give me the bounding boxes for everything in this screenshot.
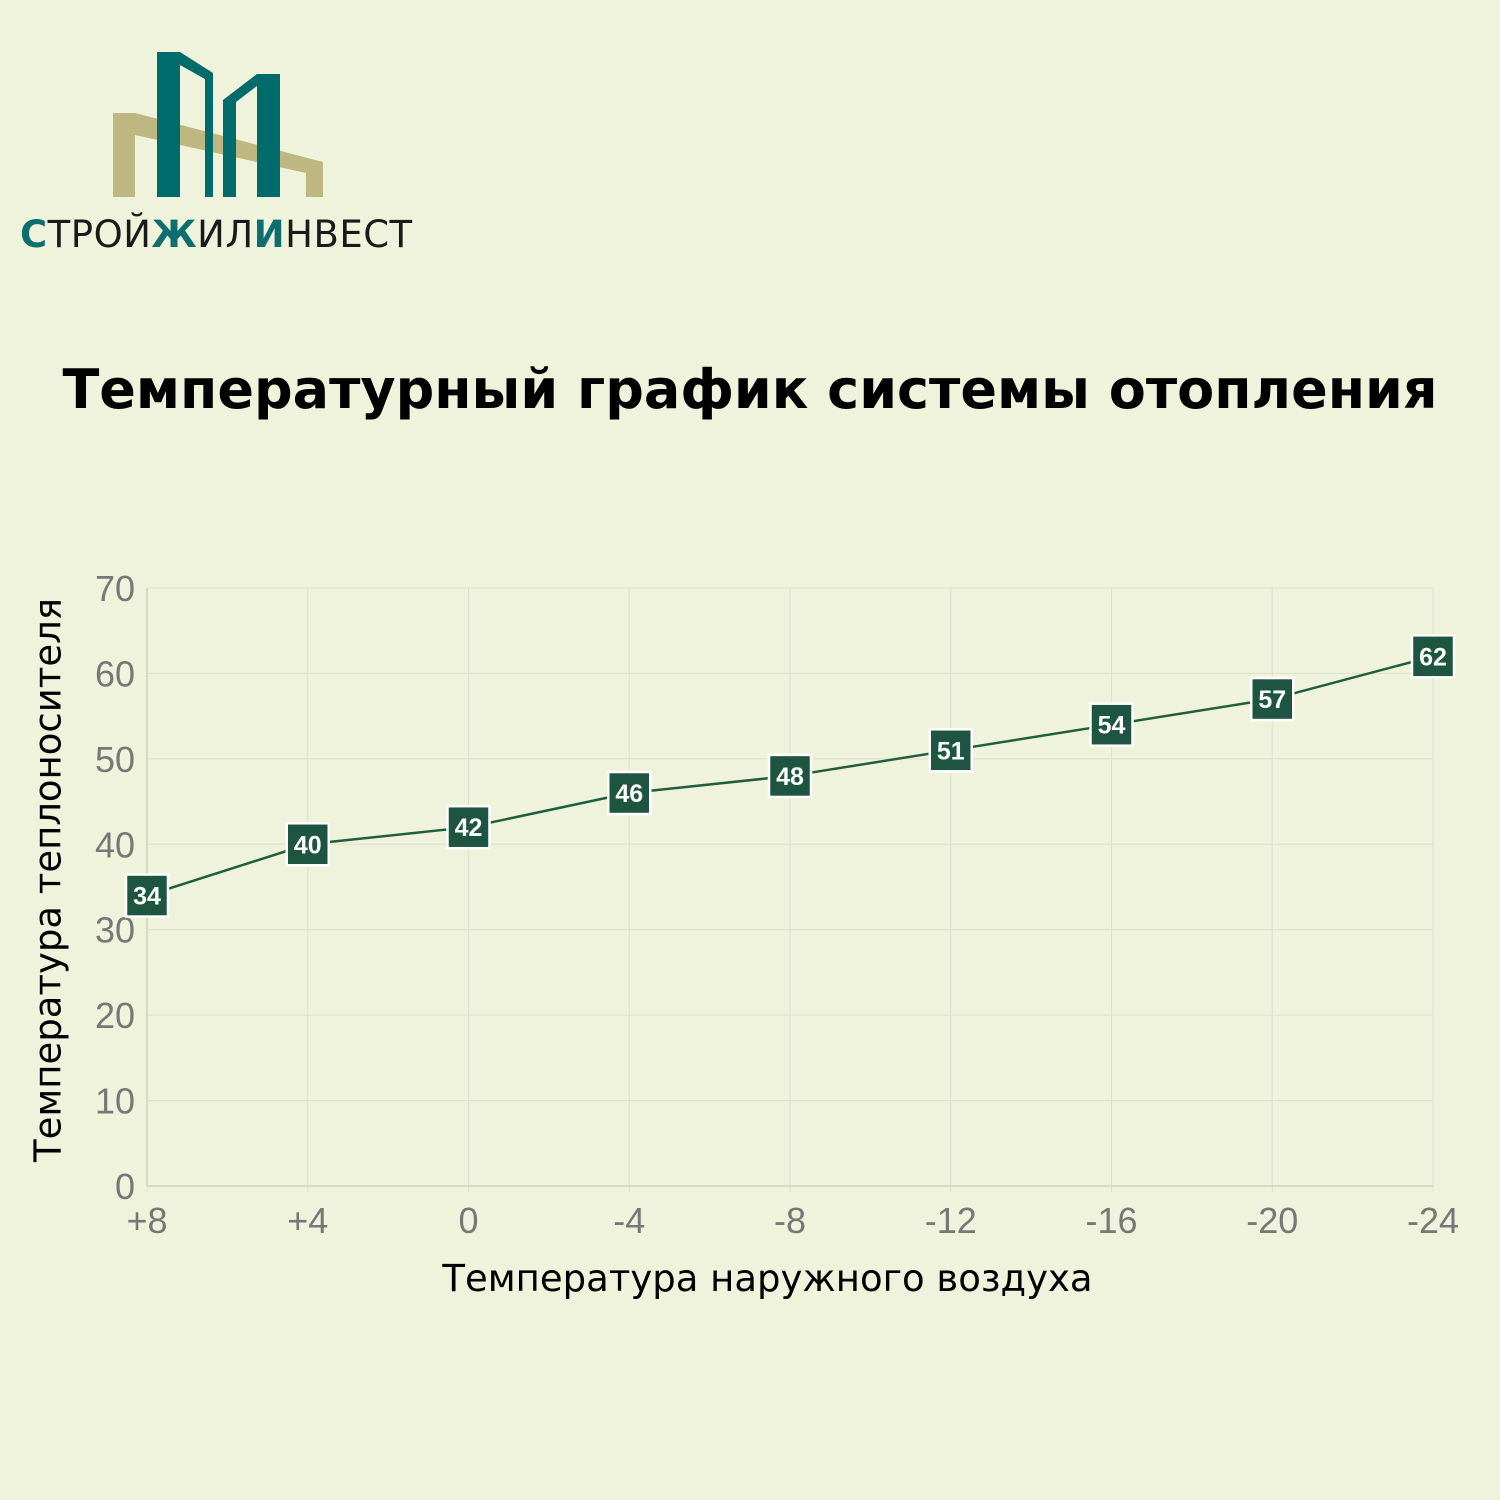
data-label: 54 (1098, 712, 1126, 740)
x-tick-label: -16 (1085, 1200, 1137, 1241)
company-logo: СТРОЙЖИЛИНВЕСТ (20, 45, 420, 265)
y-axis-title: Температура теплоносителя (26, 598, 70, 1162)
data-point-marker (928, 728, 973, 773)
y-tick-label: 20 (95, 995, 135, 1036)
logo-buildings-icon (113, 52, 323, 197)
data-label: 42 (455, 814, 483, 842)
y-tick-label: 60 (95, 653, 135, 694)
chart-title: Температурный график системы отопления (62, 358, 1438, 421)
data-point-marker (124, 873, 170, 918)
data-point-marker (446, 804, 491, 850)
x-tick-label: -8 (774, 1200, 806, 1241)
logo-letter-zh: Ж (151, 213, 198, 256)
data-label: 34 (133, 883, 161, 911)
data-point-marker (1089, 702, 1134, 747)
x-axis-title: Температура наружного воздуха (442, 1257, 1093, 1300)
x-tick-label: 0 (458, 1200, 478, 1241)
y-tick-label: 50 (95, 739, 135, 780)
x-tick-label: -20 (1246, 1200, 1298, 1241)
x-tick-label: -24 (1407, 1200, 1459, 1241)
y-tick-label: 10 (95, 1081, 135, 1122)
logo-part-il: ИЛ (197, 213, 254, 256)
x-axis-ticks: +8 +4 0 -4 -8 -12 -16 -20 -24 (126, 1200, 1459, 1241)
markers-layer: 34 40 42 46 48 51 54 57 62 (124, 634, 1456, 918)
data-label: 51 (937, 737, 965, 765)
data-label: 48 (776, 763, 804, 791)
y-tick-label: 0 (115, 1166, 135, 1207)
data-label: 46 (615, 780, 643, 808)
logo-part-troy: ТРОЙ (47, 213, 152, 256)
logo-part-nvest: НВЕСТ (285, 213, 413, 256)
logo-wordmark: СТРОЙЖИЛИНВЕСТ (20, 213, 420, 256)
logo-letter-s: С (20, 213, 48, 256)
x-tick-label: +4 (287, 1200, 328, 1241)
data-label: 57 (1258, 686, 1286, 714)
data-point-marker (285, 822, 330, 867)
x-tick-label: -4 (613, 1200, 645, 1241)
x-tick-label: -12 (925, 1200, 977, 1241)
data-point-marker (1410, 634, 1456, 679)
data-label: 40 (294, 831, 322, 859)
data-point-marker (767, 753, 813, 799)
logo-letter-i: И (253, 213, 286, 256)
chart-grid (146, 587, 1434, 1192)
y-tick-label: 40 (95, 824, 135, 865)
data-label: 62 (1419, 643, 1447, 671)
x-tick-label: +8 (126, 1200, 167, 1241)
y-tick-label: 70 (95, 568, 135, 609)
data-point-marker (607, 770, 652, 816)
data-point-marker (1250, 676, 1295, 722)
